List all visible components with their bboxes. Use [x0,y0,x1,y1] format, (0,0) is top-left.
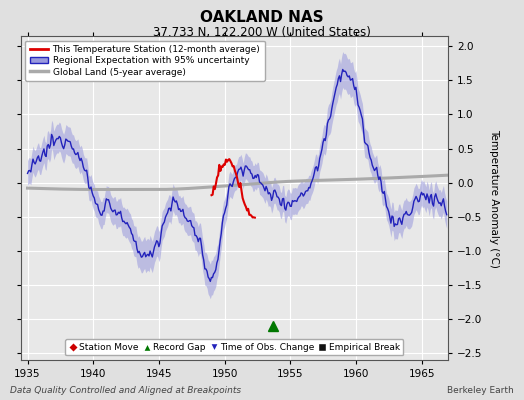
Text: 37.733 N, 122.200 W (United States): 37.733 N, 122.200 W (United States) [153,26,371,39]
Y-axis label: Temperature Anomaly (°C): Temperature Anomaly (°C) [489,128,499,268]
Text: Berkeley Earth: Berkeley Earth [447,386,514,395]
Text: Data Quality Controlled and Aligned at Breakpoints: Data Quality Controlled and Aligned at B… [10,386,242,395]
Legend: Station Move, Record Gap, Time of Obs. Change, Empirical Break: Station Move, Record Gap, Time of Obs. C… [66,339,403,356]
Text: OAKLAND NAS: OAKLAND NAS [200,10,324,25]
